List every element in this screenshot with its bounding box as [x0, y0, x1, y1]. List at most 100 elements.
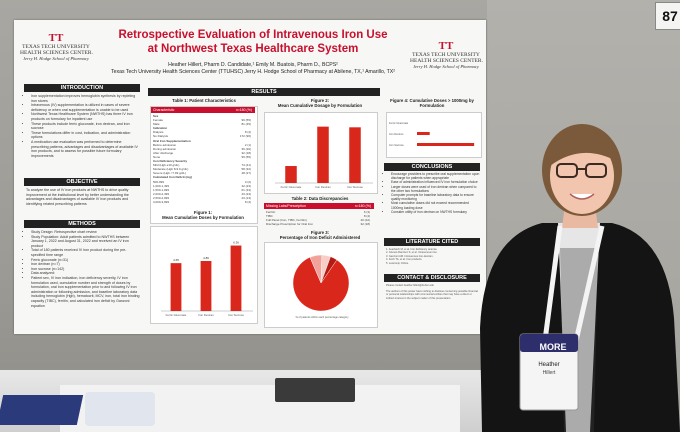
- badge-header: [520, 334, 578, 352]
- figure4-title: Figure 4: Cumulative Doses > 1000mg by F…: [390, 98, 474, 108]
- table-row: During admission 36 (20): [153, 146, 251, 151]
- logo-left: TT TEXAS TECH UNIVERSITY HEALTH SCIENCES…: [20, 32, 93, 61]
- bar-category-label: Iron Dextran: [389, 132, 404, 136]
- list-item: A medication use evaluation was performe…: [31, 140, 140, 158]
- table-row: Ferritin 6 (3): [266, 210, 370, 214]
- smile: [569, 193, 595, 200]
- pie-slice-3: [320, 256, 338, 284]
- list-item: Total of 180 patients received IV iron p…: [31, 248, 140, 257]
- list-item: Encourage providers to prescribe oral su…: [391, 172, 480, 180]
- plastic-bag: [85, 392, 155, 426]
- table-row: 1,000-1,499 42 (23): [153, 183, 251, 188]
- badge-name-last: Hillert: [542, 370, 556, 376]
- table-row: 2,500-2,999 23 (13): [153, 195, 251, 200]
- table-row: TIBC 8 (4): [266, 214, 370, 219]
- list-item: Intravenous (IV) supplementation is util…: [31, 103, 140, 112]
- bar-category-label: Iron Sucrose: [228, 313, 244, 317]
- pie-slice-0: [292, 257, 350, 312]
- figure1-title: Figure 1: Mean Cumulative Doses by Formul…: [162, 210, 244, 220]
- table-row: Moderate (Hgb 8-9.9 g/dL) 58 (32): [153, 167, 251, 172]
- badge-name: Heather: [538, 362, 560, 368]
- bar-category-label: Ferric Gluconate: [389, 121, 409, 125]
- table-row: Discharge Prescription for Oral Iron 32 (…: [266, 222, 370, 227]
- list-item: Northwest Texas Healthcare System (NWTHS…: [31, 112, 140, 121]
- list-item: Data analyzed:: [31, 271, 140, 276]
- lanyard: [541, 225, 605, 351]
- table-row: Before admission 2 (1): [153, 142, 251, 147]
- bar-0: [285, 166, 297, 183]
- table2-head: Missing Labs/Prescription n=180 (%): [264, 203, 374, 209]
- figure4-chart: Ferric Gluconate Iron Dextran Iron Sucrose: [386, 112, 482, 158]
- list-item: Ease of administration influenced IV iro…: [391, 180, 480, 184]
- table2-title: Table 2: Data Discrepancies: [291, 196, 349, 201]
- bar-category-label: Iron Dextran: [198, 313, 214, 317]
- conclusions-text: Encourage providers to prescribe oral su…: [384, 172, 480, 214]
- figure2-chart: Ferric Gluconate Iron Dextran Iron Sucrose: [264, 112, 378, 194]
- table-row: 1,500-1,999 61 (34): [153, 187, 251, 192]
- table-row: Female 99 (55): [153, 118, 251, 123]
- table1-title: Table 1: Patient Characteristics: [172, 98, 236, 103]
- bar-category-label: Iron Sucrose: [347, 185, 363, 189]
- table-row: Severe (Hgb <7.99 g/dL) 48 (27): [153, 171, 251, 176]
- poster-authors: Heather Hillert, Pharm D. Candidate,¹ Em…: [111, 62, 395, 75]
- bar-value-label: 4.65: [173, 258, 179, 262]
- booth-number-sign: 87: [655, 2, 680, 30]
- table-row: Male 81 (45): [153, 122, 251, 127]
- table-row: Iron Deficiency Severity: [153, 159, 188, 164]
- badge-event: MORE: [539, 342, 567, 352]
- literature-item: 3. Ganzoni AM. Intravenous iron-dextran.: [386, 254, 434, 258]
- list-item: Iron supplementation improves hemoglobin…: [31, 94, 140, 103]
- bar-category-label: Ferric Gluconate: [166, 313, 187, 317]
- figure3-caption: % of patients within each percentage cat…: [295, 316, 349, 319]
- table-row: No Dialysis 172 (96): [153, 134, 251, 139]
- literature-list: 1. Auerbach M, et al. Iron deficiency an…: [386, 248, 478, 265]
- table-row: Mild (Hgb ≥10 g/dL) 74 (41): [153, 163, 251, 168]
- table-row: After discharge 32 (18): [153, 150, 251, 155]
- table1-panel: [150, 106, 258, 224]
- table1-head: Characteristic n=180 (%): [151, 107, 255, 113]
- table-row: 500-999 3 (2): [153, 179, 251, 184]
- introduction-header: INTRODUCTION: [24, 84, 140, 92]
- glasses-right-lens: [585, 163, 607, 178]
- bar-1: [200, 260, 212, 311]
- bar-1: [317, 126, 329, 183]
- face: [550, 138, 614, 214]
- bar-value-label: 6.36: [233, 241, 239, 245]
- bar-category-label: Ferric Gluconate: [281, 185, 302, 189]
- hbar-2: [417, 143, 475, 146]
- research-poster: TT TEXAS TECH UNIVERSITY HEALTH SCIENCES…: [14, 20, 486, 334]
- poster-title: Retrospective Evaluation of Intravenous …: [118, 29, 388, 55]
- conclusions-header: CONCLUSIONS: [384, 163, 480, 171]
- bar-0: [170, 263, 182, 311]
- list-item: Most cumulative doses did not exceed rec…: [391, 201, 480, 209]
- table1-body: Sex Female 99 (55) Male 81 (45) Indication Dia…: [153, 114, 251, 204]
- table-row: Indication: [153, 126, 168, 131]
- list-item: Ferric gluconate (n=31): [31, 258, 140, 263]
- objective-header: OBJECTIVE: [24, 178, 140, 186]
- hbar-1: [417, 132, 430, 135]
- table-row: Full Panel (Iron, TIBC, Ferritin) 40 (22): [266, 218, 370, 223]
- table-row: Sex: [153, 114, 159, 118]
- contact-disclosure: The authors of this poster have nothing …: [386, 290, 478, 300]
- table-row: Calculated Iron Deficit (mg): [153, 175, 193, 180]
- list-item: Larger doses were used of iron dextran w…: [391, 185, 480, 193]
- literature-item: 2. Gómez-Ramírez S, et al. Intravenous i…: [386, 251, 438, 255]
- table-row: 2,000-2,499 43 (24): [153, 191, 251, 196]
- figure3-chart: [264, 242, 378, 328]
- methods-header: METHODS: [24, 220, 140, 228]
- results-header: RESULTS: [148, 88, 380, 96]
- table-row: None 99 (55): [153, 154, 251, 159]
- glasses-left-lens: [556, 163, 578, 178]
- figure2-title: Figure 2: Mean Cumulative Dosage by Formu…: [277, 98, 363, 108]
- literature-item: 5. Lexicomp Online.: [386, 261, 409, 265]
- list-item: Study Population: Adult patients admitte…: [31, 235, 140, 249]
- contact-header: CONTACT & DISCLOSURE: [384, 274, 480, 282]
- introduction-text: Iron supplementation improves hemoglobin…: [24, 94, 140, 158]
- double-t-logo-icon: TT: [48, 32, 64, 44]
- figure3-title: Figure 3: Percentage of Iron Deficit Admi…: [279, 230, 361, 240]
- methods-text: Study Design: Retrospective chart review…: [24, 230, 140, 308]
- bar-2: [349, 127, 361, 183]
- list-item: Consider utility of iron dextran on NWTH…: [391, 210, 480, 214]
- list-item: These formulations differ in cost, indic…: [31, 131, 140, 140]
- table-row: Dialysis 8 (4): [153, 130, 251, 135]
